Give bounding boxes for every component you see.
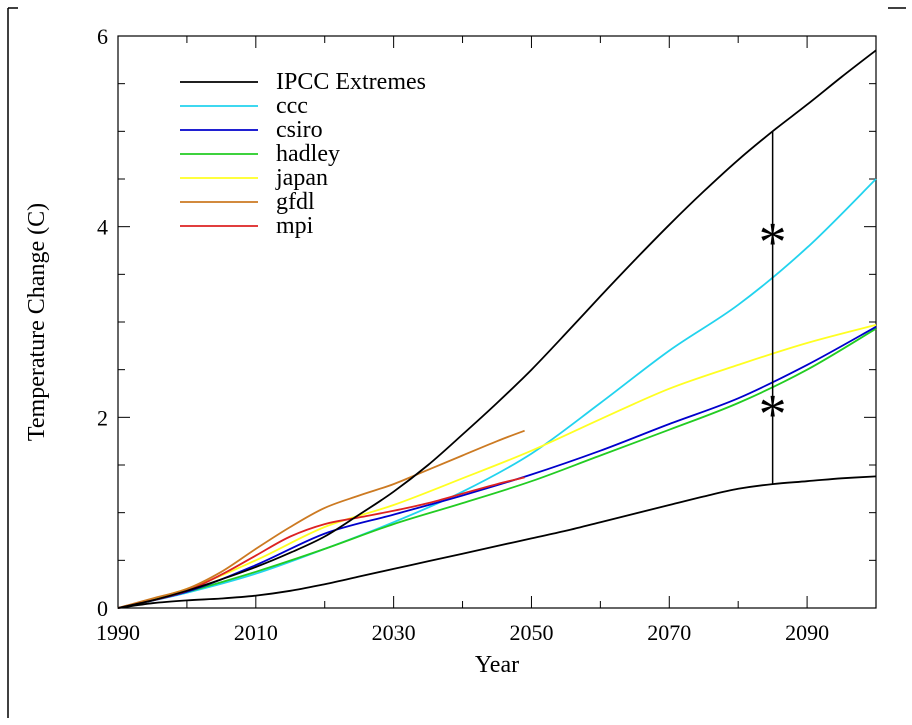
x-tick-label: 1990 <box>96 620 140 645</box>
y-tick-label: 6 <box>97 24 108 49</box>
legend-label: gfdl <box>276 189 315 215</box>
x-tick-label: 2050 <box>509 620 553 645</box>
x-tick-label: 2090 <box>785 620 829 645</box>
x-tick-label: 2070 <box>647 620 691 645</box>
x-tick-label: 2010 <box>234 620 278 645</box>
legend-label: IPCC Extremes <box>276 69 426 95</box>
legend-label: hadley <box>276 141 340 167</box>
series-line-csiro <box>117 326 877 609</box>
series-line-mpi <box>117 476 525 609</box>
legend-label: mpi <box>276 213 314 239</box>
x-axis-title: Year <box>475 652 519 678</box>
plot-frame <box>117 35 877 609</box>
y-tick-label: 4 <box>97 215 108 240</box>
legend-label: csiro <box>276 117 323 143</box>
y-tick-label: 2 <box>97 405 108 430</box>
series-line-japan <box>117 324 877 609</box>
legend-label: ccc <box>276 93 308 119</box>
axis-ticks <box>117 35 877 609</box>
series-line-ipcc-extremes-lower <box>117 475 877 609</box>
x-tick-label: 2030 <box>372 620 416 645</box>
tick-labels: 1990 2010 2030 2050 2070 2090 0 2 4 6 <box>96 24 829 645</box>
legend-label: japan <box>275 165 328 191</box>
asterisk-marker: * <box>759 383 787 445</box>
asterisk-marker: * <box>759 212 787 274</box>
annotations: ** <box>759 131 787 485</box>
series-lines <box>117 49 877 609</box>
series-line-gfdl <box>117 429 525 609</box>
series-line-ccc <box>117 178 877 609</box>
series-line-hadley <box>117 327 877 609</box>
series-line-ipcc-extremes <box>117 49 877 609</box>
y-axis-title: Temperature Change (C) <box>24 203 50 441</box>
y-tick-label: 0 <box>97 596 108 621</box>
